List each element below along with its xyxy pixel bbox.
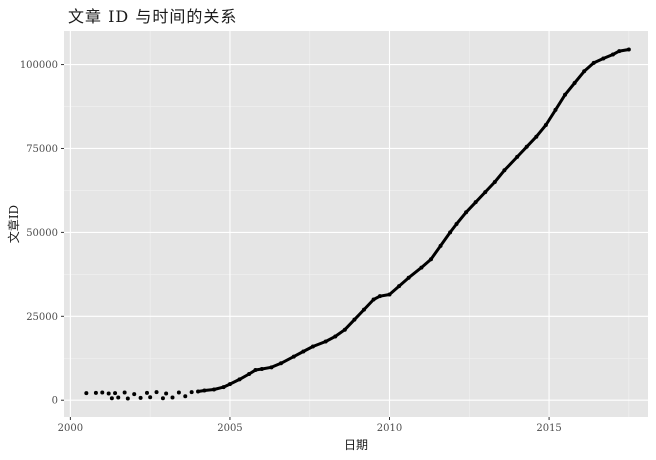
data-point [144, 390, 149, 395]
y-tick-label: 50000 [26, 228, 58, 239]
y-axis-title: 文章ID [6, 205, 21, 243]
data-point [125, 396, 130, 401]
major-gridlines [64, 31, 648, 417]
x-tick-label: 2000 [58, 423, 83, 434]
data-point [122, 390, 127, 395]
y-tick-label: 75000 [26, 144, 58, 155]
y-tick-label: 25000 [26, 312, 58, 323]
data-points [84, 47, 631, 401]
data-point [138, 395, 143, 400]
y-tick-label: 0 [52, 396, 58, 407]
y-tick-labels: 0 25000 50000 75000 100000 [20, 60, 58, 407]
x-tick-label: 2010 [377, 423, 402, 434]
data-point [84, 391, 89, 396]
data-point [160, 396, 165, 401]
x-tick-label: 2005 [217, 423, 242, 434]
data-point [176, 390, 181, 395]
plot-panel [64, 31, 648, 417]
data-point [132, 392, 137, 397]
data-point [109, 396, 114, 401]
chart-title: 文章 ID 与时间的关系 [68, 7, 238, 26]
data-point [113, 391, 118, 396]
data-point [183, 394, 188, 399]
y-tick-label: 100000 [20, 60, 58, 71]
x-tick-label: 2015 [536, 423, 561, 434]
data-point [154, 390, 159, 395]
data-point [106, 391, 111, 396]
minor-gridlines [64, 31, 648, 417]
data-point [116, 395, 121, 400]
data-point [148, 395, 153, 400]
data-point-track [197, 48, 630, 393]
data-point [164, 391, 169, 396]
axis-ticks [61, 64, 550, 420]
data-point [189, 390, 194, 395]
data-point [100, 390, 105, 395]
data-point [93, 390, 98, 395]
data-point [170, 395, 175, 400]
x-axis-title: 日期 [344, 438, 368, 452]
x-tick-labels: 2000 2005 2010 2015 [58, 423, 562, 434]
